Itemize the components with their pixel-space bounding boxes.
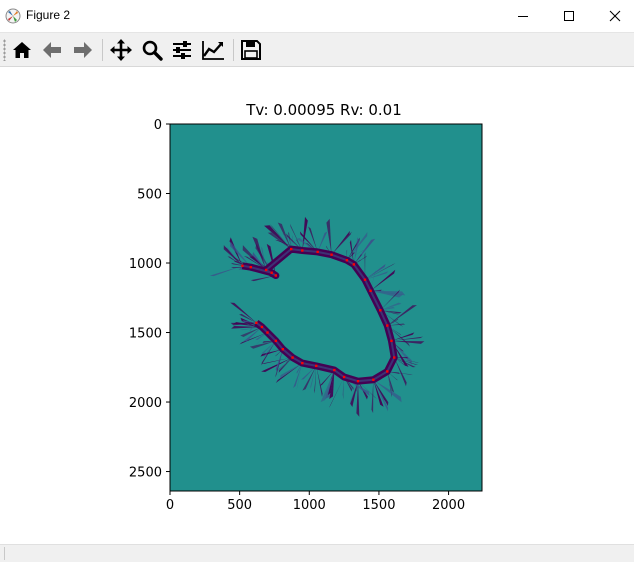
y-axis: 0 500 1000 1500 2000 2500 (129, 118, 170, 481)
pose-marker (390, 340, 392, 342)
pose-marker (290, 248, 292, 250)
home-button[interactable] (9, 37, 35, 63)
matplotlib-icon (5, 8, 21, 24)
configure-subplots-button[interactable] (169, 37, 195, 63)
forward-button[interactable] (70, 37, 96, 63)
pose-marker (275, 274, 277, 276)
pose-marker (379, 309, 381, 311)
x-tick-label: 2000 (432, 498, 465, 513)
plot-title: Tv: 0.00095 Rv: 0.01 (245, 101, 402, 119)
figure-canvas[interactable]: Tv: 0.00095 Rv: 0.01 0 500 1000 1500 2000 0 5… (0, 67, 634, 544)
pan-icon (109, 38, 133, 62)
minimize-button[interactable] (500, 0, 546, 32)
pose-marker (330, 253, 332, 255)
heatmap-background (170, 124, 482, 491)
status-grip (4, 547, 5, 560)
pose-marker (291, 356, 293, 358)
y-tick-label: 2500 (129, 466, 162, 481)
pose-marker (343, 376, 345, 378)
x-axis: 0 500 1000 1500 2000 (166, 491, 465, 513)
pose-marker (301, 362, 303, 364)
y-tick-label: 2000 (129, 396, 162, 411)
close-icon (609, 10, 621, 22)
close-button[interactable] (592, 0, 634, 32)
pose-marker (333, 369, 335, 371)
y-tick-label: 1000 (129, 257, 162, 272)
pose-marker (357, 380, 359, 382)
pose-marker (241, 265, 243, 267)
pose-marker (266, 331, 268, 333)
toolbar-separator (102, 39, 103, 61)
zoom-icon (141, 39, 163, 61)
edit-axis-icon (201, 39, 225, 61)
x-tick-label: 1000 (293, 498, 326, 513)
pose-marker (301, 249, 303, 251)
pose-marker (386, 370, 388, 372)
save-icon (240, 39, 262, 61)
status-bar (0, 544, 634, 562)
y-tick-label: 500 (137, 188, 162, 203)
back-button[interactable] (39, 37, 65, 63)
minimize-icon (517, 10, 529, 22)
forward-arrow-icon (72, 39, 94, 61)
pose-marker (386, 324, 388, 326)
y-tick-label: 1500 (129, 327, 162, 342)
pose-marker (282, 348, 284, 350)
pose-marker (353, 263, 355, 265)
pose-marker (255, 322, 257, 324)
title-bar: Figure 2 (0, 0, 634, 33)
pan-button[interactable] (108, 37, 134, 63)
toolbar-separator (233, 39, 234, 61)
back-arrow-icon (41, 39, 63, 61)
x-tick-label: 1500 (362, 498, 395, 513)
y-tick-label: 0 (154, 118, 162, 133)
toolbar-grip[interactable] (3, 39, 6, 61)
pose-marker (372, 379, 374, 381)
save-button[interactable] (238, 37, 264, 63)
pose-marker (270, 272, 272, 274)
x-tick-label: 500 (227, 498, 252, 513)
navigation-toolbar (0, 33, 634, 67)
pose-marker (265, 269, 267, 271)
pose-marker (346, 259, 348, 261)
window-title: Figure 2 (26, 8, 70, 22)
pose-marker (261, 326, 263, 328)
pose-marker (275, 340, 277, 342)
pose-marker (316, 251, 318, 253)
pose-marker (250, 266, 252, 268)
pose-marker (393, 356, 395, 358)
pose-marker (364, 278, 366, 280)
plot-svg: Tv: 0.00095 Rv: 0.01 0 500 1000 1500 2000 0 5… (0, 67, 634, 544)
configure-subplots-icon (171, 39, 193, 61)
maximize-icon (563, 10, 575, 22)
edit-axis-button[interactable] (200, 37, 226, 63)
home-icon (11, 39, 33, 61)
zoom-button[interactable] (139, 37, 165, 63)
maximize-button[interactable] (546, 0, 592, 32)
pose-marker (315, 365, 317, 367)
pose-marker (369, 290, 371, 292)
x-tick-label: 0 (166, 498, 174, 513)
